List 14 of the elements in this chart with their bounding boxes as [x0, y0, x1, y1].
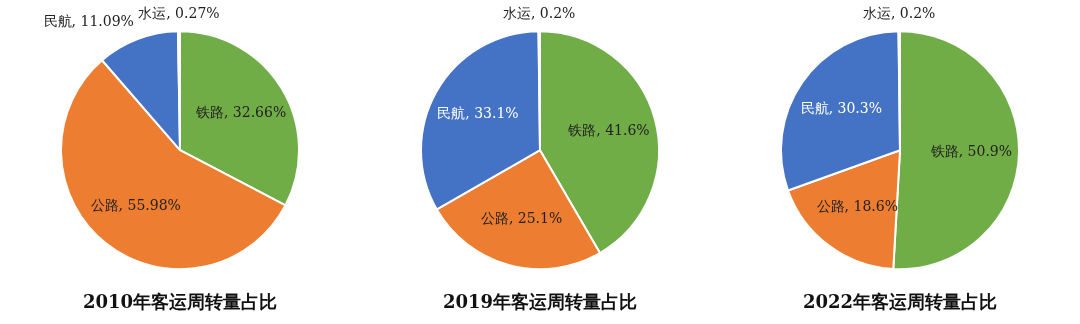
slice-label: 铁路, 50.9% [929, 142, 1013, 159]
slice-label: 水运, 0.2% [862, 4, 936, 21]
text: 2010年客运周转量占比 [82, 290, 278, 312]
slice-label: 铁路, 32.66% [194, 103, 287, 120]
slice-label: 铁路, 41.6% [567, 122, 650, 139]
slice-label: 民航, 11.09% [43, 13, 134, 30]
text: 2022年客运周转量占比 [802, 290, 998, 312]
slice-label: 水运, 0.2% [502, 4, 576, 21]
slice-label: 公路, 55.98% [90, 196, 181, 213]
text: 2019年客运周转量占比 [442, 290, 638, 312]
slice-label: 民航, 30.3% [800, 100, 883, 117]
slice-label: 民航, 33.1% [437, 105, 519, 122]
slice-label: 公路, 25.1% [480, 209, 563, 226]
slice-label: 水运, 0.27% [138, 4, 220, 21]
